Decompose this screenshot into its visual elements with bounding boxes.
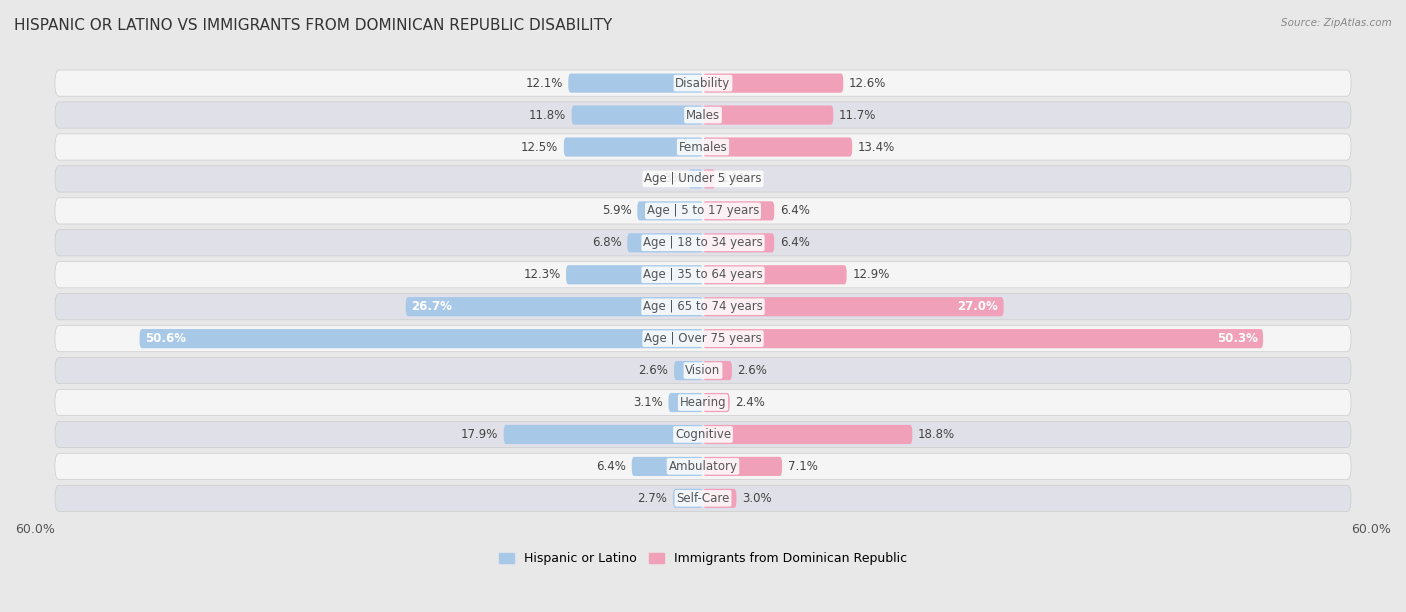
Text: 27.0%: 27.0% [957, 300, 998, 313]
Text: 6.4%: 6.4% [780, 236, 810, 249]
Text: Source: ZipAtlas.com: Source: ZipAtlas.com [1281, 18, 1392, 28]
Text: Age | 65 to 74 years: Age | 65 to 74 years [643, 300, 763, 313]
FancyBboxPatch shape [567, 265, 703, 285]
Text: 50.6%: 50.6% [145, 332, 186, 345]
FancyBboxPatch shape [55, 389, 1351, 416]
FancyBboxPatch shape [55, 294, 1351, 320]
FancyBboxPatch shape [55, 326, 1351, 352]
Text: 2.6%: 2.6% [638, 364, 668, 377]
Text: 11.8%: 11.8% [529, 108, 567, 122]
FancyBboxPatch shape [703, 393, 730, 412]
FancyBboxPatch shape [55, 134, 1351, 160]
Text: 2.6%: 2.6% [738, 364, 768, 377]
Text: 11.7%: 11.7% [839, 108, 876, 122]
Text: HISPANIC OR LATINO VS IMMIGRANTS FROM DOMINICAN REPUBLIC DISABILITY: HISPANIC OR LATINO VS IMMIGRANTS FROM DO… [14, 18, 612, 34]
Text: 7.1%: 7.1% [787, 460, 817, 473]
FancyBboxPatch shape [703, 73, 844, 92]
Text: Self-Care: Self-Care [676, 492, 730, 505]
FancyBboxPatch shape [627, 233, 703, 252]
FancyBboxPatch shape [703, 201, 775, 220]
FancyBboxPatch shape [689, 170, 703, 188]
FancyBboxPatch shape [55, 70, 1351, 96]
FancyBboxPatch shape [673, 361, 703, 380]
FancyBboxPatch shape [572, 105, 703, 125]
FancyBboxPatch shape [668, 393, 703, 412]
FancyBboxPatch shape [55, 453, 1351, 479]
Text: Age | 35 to 64 years: Age | 35 to 64 years [643, 268, 763, 282]
Text: 5.9%: 5.9% [602, 204, 631, 217]
Text: Vision: Vision [685, 364, 721, 377]
Text: Age | Over 75 years: Age | Over 75 years [644, 332, 762, 345]
FancyBboxPatch shape [703, 297, 1004, 316]
Text: 1.1%: 1.1% [721, 173, 751, 185]
FancyBboxPatch shape [703, 425, 912, 444]
FancyBboxPatch shape [55, 198, 1351, 224]
FancyBboxPatch shape [55, 166, 1351, 192]
Text: 12.5%: 12.5% [522, 141, 558, 154]
Text: 3.0%: 3.0% [742, 492, 772, 505]
Text: 50.3%: 50.3% [1216, 332, 1257, 345]
FancyBboxPatch shape [703, 361, 733, 380]
Text: 12.1%: 12.1% [526, 76, 562, 89]
Text: 12.3%: 12.3% [523, 268, 561, 282]
Text: 12.9%: 12.9% [852, 268, 890, 282]
FancyBboxPatch shape [703, 170, 716, 188]
Text: 18.8%: 18.8% [918, 428, 955, 441]
Text: Disability: Disability [675, 76, 731, 89]
FancyBboxPatch shape [55, 102, 1351, 128]
Text: 6.8%: 6.8% [592, 236, 621, 249]
Text: 12.6%: 12.6% [849, 76, 886, 89]
FancyBboxPatch shape [55, 262, 1351, 288]
FancyBboxPatch shape [673, 489, 703, 508]
FancyBboxPatch shape [703, 233, 775, 252]
Text: 2.4%: 2.4% [735, 396, 765, 409]
Text: Age | 18 to 34 years: Age | 18 to 34 years [643, 236, 763, 249]
Text: 6.4%: 6.4% [596, 460, 626, 473]
Text: 6.4%: 6.4% [780, 204, 810, 217]
FancyBboxPatch shape [564, 138, 703, 157]
FancyBboxPatch shape [637, 201, 703, 220]
Text: 17.9%: 17.9% [461, 428, 498, 441]
FancyBboxPatch shape [703, 265, 846, 285]
FancyBboxPatch shape [703, 329, 1263, 348]
FancyBboxPatch shape [55, 357, 1351, 384]
Legend: Hispanic or Latino, Immigrants from Dominican Republic: Hispanic or Latino, Immigrants from Domi… [494, 547, 912, 570]
FancyBboxPatch shape [703, 457, 782, 476]
FancyBboxPatch shape [55, 422, 1351, 447]
FancyBboxPatch shape [139, 329, 703, 348]
Text: Females: Females [679, 141, 727, 154]
Text: 26.7%: 26.7% [412, 300, 453, 313]
FancyBboxPatch shape [703, 489, 737, 508]
Text: Age | Under 5 years: Age | Under 5 years [644, 173, 762, 185]
FancyBboxPatch shape [703, 138, 852, 157]
FancyBboxPatch shape [55, 485, 1351, 512]
FancyBboxPatch shape [703, 105, 834, 125]
FancyBboxPatch shape [55, 230, 1351, 256]
FancyBboxPatch shape [568, 73, 703, 92]
Text: Ambulatory: Ambulatory [668, 460, 738, 473]
FancyBboxPatch shape [631, 457, 703, 476]
Text: 3.1%: 3.1% [633, 396, 662, 409]
Text: 13.4%: 13.4% [858, 141, 896, 154]
Text: Hearing: Hearing [679, 396, 727, 409]
Text: 1.3%: 1.3% [654, 173, 683, 185]
Text: Age | 5 to 17 years: Age | 5 to 17 years [647, 204, 759, 217]
FancyBboxPatch shape [406, 297, 703, 316]
Text: Males: Males [686, 108, 720, 122]
FancyBboxPatch shape [503, 425, 703, 444]
Text: Cognitive: Cognitive [675, 428, 731, 441]
Text: 2.7%: 2.7% [637, 492, 668, 505]
